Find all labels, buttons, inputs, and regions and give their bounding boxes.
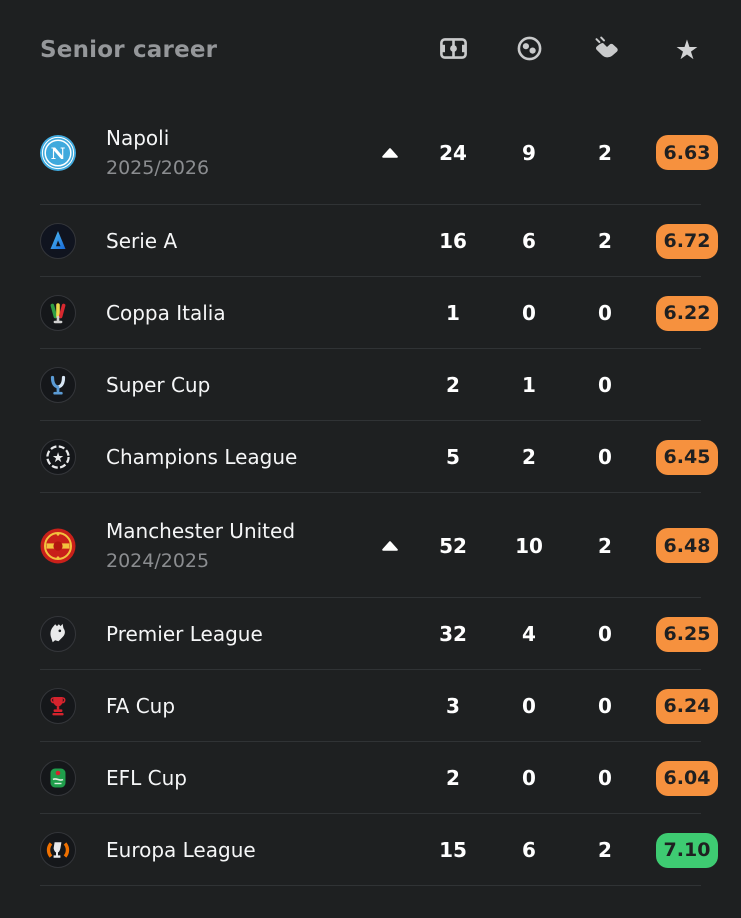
svg-text:★: ★ <box>52 450 64 466</box>
goals-value: 6 <box>522 229 536 253</box>
assists-value: 0 <box>598 622 612 646</box>
matches-value: 2 <box>446 766 460 790</box>
fa-cup-logo-icon <box>40 688 76 724</box>
rating-badge: 6.48 <box>656 528 718 563</box>
rating-badge: 6.25 <box>656 616 718 652</box>
competition-name: Coppa Italia <box>106 301 226 325</box>
rating-badge: 6.04 <box>656 760 718 796</box>
napoli-logo-icon: N <box>40 134 76 171</box>
matches-value: 1 <box>446 301 460 325</box>
assists-value: 2 <box>598 140 612 165</box>
goals-value: 6 <box>522 838 536 862</box>
goals-value: 9 <box>522 140 536 165</box>
svg-text:N: N <box>51 144 66 163</box>
competition-name: Champions League <box>106 445 298 469</box>
assists-value: 2 <box>598 533 612 558</box>
champions-league-logo-icon: ★ <box>40 439 76 475</box>
career-row-europa-league[interactable]: Europa League 15 6 2 7.10 <box>0 814 741 886</box>
goals-value: 0 <box>522 301 536 325</box>
career-row-premier-league[interactable]: Premier League 32 4 0 6.25 <box>0 598 741 670</box>
section-title: Senior career <box>40 37 218 63</box>
europa-league-logo-icon <box>40 832 76 868</box>
stat-column-icons: ★ <box>415 36 718 65</box>
matches-column-header <box>415 37 491 63</box>
goals-value: 1 <box>522 373 536 397</box>
goals-column-header <box>491 36 567 65</box>
goals-value: 10 <box>515 533 543 558</box>
assists-value: 0 <box>598 373 612 397</box>
rating-badge-empty <box>656 368 718 403</box>
matches-value: 2 <box>446 373 460 397</box>
career-row-serie-a[interactable]: Serie A 16 6 2 6.72 <box>0 205 741 277</box>
collapse-caret-icon[interactable] <box>382 147 398 158</box>
career-row-coppa-italia[interactable]: Coppa Italia 1 0 0 6.22 <box>0 277 741 349</box>
matches-value: 3 <box>446 694 460 718</box>
matches-value: 5 <box>446 445 460 469</box>
career-row-fa-cup[interactable]: FA Cup 3 0 0 6.24 <box>0 670 741 742</box>
matches-value: 24 <box>439 140 467 165</box>
rating-badge: 7.10 <box>656 832 718 868</box>
career-row-champions-league[interactable]: ★ Champions League 5 2 0 6.45 <box>0 421 741 493</box>
efl-cup-logo-icon <box>40 760 76 796</box>
assists-value: 0 <box>598 445 612 469</box>
team-season: 2025/2026 <box>106 157 210 179</box>
rating-badge: 6.22 <box>656 295 718 331</box>
rating-badge: 6.45 <box>656 439 718 475</box>
collapse-caret-icon[interactable] <box>382 540 398 551</box>
career-row-napoli[interactable]: N Napoli 2025/2026 24 9 2 6.63 <box>0 100 741 205</box>
senior-career-card: Senior career <box>0 0 741 886</box>
manchester-united-logo-icon <box>40 528 76 564</box>
ball-icon <box>517 36 542 61</box>
boot-icon <box>592 36 619 61</box>
competition-name: Europa League <box>106 838 256 862</box>
career-row-efl-cup[interactable]: EFL Cup 2 0 0 6.04 <box>0 742 741 814</box>
matches-value: 52 <box>439 533 467 558</box>
competition-name: Serie A <box>106 229 178 253</box>
assists-column-header <box>567 36 643 65</box>
super-cup-logo-icon <box>40 367 76 403</box>
assists-value: 2 <box>598 229 612 253</box>
coppa-italia-logo-icon <box>40 295 76 331</box>
competition-name: Super Cup <box>106 373 211 397</box>
star-icon: ★ <box>674 34 700 66</box>
team-name: Manchester United <box>106 519 296 543</box>
assists-value: 2 <box>598 838 612 862</box>
matches-value: 15 <box>439 838 467 862</box>
competition-name: Premier League <box>106 622 263 646</box>
team-season: 2024/2025 <box>106 550 210 572</box>
assists-value: 0 <box>598 694 612 718</box>
rating-badge: 6.24 <box>656 688 718 724</box>
rating-badge: 6.63 <box>656 135 718 170</box>
matches-value: 32 <box>439 622 467 646</box>
rating-badge: 6.72 <box>656 223 718 259</box>
goals-value: 0 <box>522 766 536 790</box>
career-row-super-cup[interactable]: Super Cup 2 1 0 <box>0 349 741 421</box>
senior-career-header: Senior career <box>0 0 741 100</box>
pitch-icon <box>439 37 467 59</box>
rating-column-header: ★ <box>643 37 718 64</box>
matches-value: 16 <box>439 229 467 253</box>
team-name: Napoli <box>106 126 170 150</box>
premier-league-logo-icon <box>40 616 76 652</box>
goals-value: 2 <box>522 445 536 469</box>
career-row-manchester-united[interactable]: Manchester United 2024/2025 52 10 2 6.48 <box>0 493 741 598</box>
goals-value: 0 <box>522 694 536 718</box>
competition-name: EFL Cup <box>106 766 187 790</box>
assists-value: 0 <box>598 766 612 790</box>
serie-a-logo-icon <box>40 223 76 259</box>
assists-value: 0 <box>598 301 612 325</box>
competition-name: FA Cup <box>106 694 176 718</box>
goals-value: 4 <box>522 622 536 646</box>
